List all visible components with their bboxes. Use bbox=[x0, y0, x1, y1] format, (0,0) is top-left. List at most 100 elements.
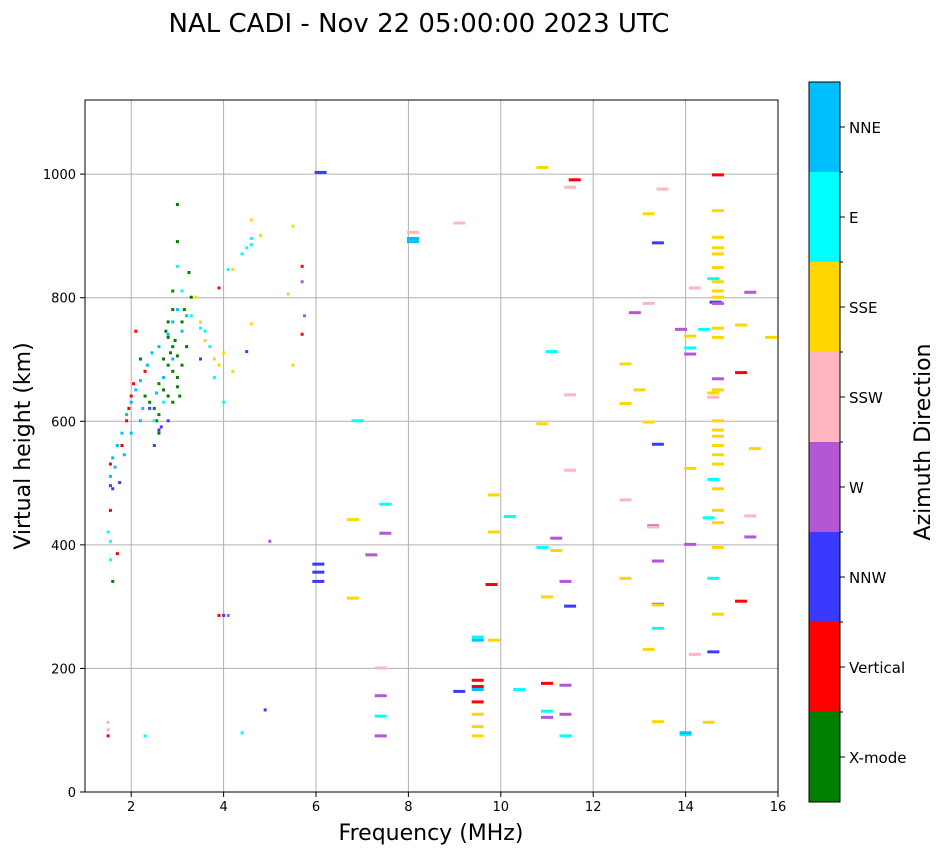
data-point-sse bbox=[711, 444, 724, 447]
data-point-x-mode bbox=[180, 320, 184, 324]
data-point-e bbox=[545, 350, 558, 354]
data-point-x-mode bbox=[157, 382, 161, 386]
data-point-x-mode bbox=[148, 400, 152, 404]
y-tick-label: 200 bbox=[51, 662, 76, 677]
data-point-nne bbox=[115, 444, 119, 447]
y-tick-label: 400 bbox=[51, 539, 76, 554]
data-point-x-mode bbox=[171, 369, 175, 373]
data-point-w bbox=[374, 734, 387, 738]
data-point-vertical bbox=[108, 462, 112, 466]
data-point-nnw bbox=[312, 562, 325, 566]
data-point-nne bbox=[138, 419, 142, 423]
data-point-sse bbox=[231, 369, 235, 373]
data-point-nne bbox=[150, 351, 154, 355]
data-point-e bbox=[108, 539, 112, 543]
data-point-sse bbox=[199, 320, 202, 324]
data-point-e bbox=[152, 419, 156, 423]
y-axis-label: Virtual height (km) bbox=[11, 342, 36, 549]
data-point-sse bbox=[711, 280, 724, 284]
data-point-x-mode bbox=[168, 351, 172, 355]
data-point-vertical bbox=[132, 382, 136, 386]
y-ticks: 0 200 400 600 800 1000 bbox=[43, 168, 85, 801]
data-point-vertical bbox=[129, 394, 133, 398]
data-point-sse bbox=[711, 326, 724, 330]
data-point-sse bbox=[286, 292, 290, 296]
data-point-vertical bbox=[300, 264, 304, 268]
data-point-sse bbox=[619, 401, 632, 405]
data-point-sse bbox=[487, 493, 500, 497]
colorbar-tick-label: Vertical bbox=[849, 659, 905, 677]
x-tick-label: 16 bbox=[770, 800, 787, 815]
data-point-sse bbox=[748, 447, 761, 451]
data-point-sse bbox=[711, 521, 724, 525]
y-tick-label: 0 bbox=[68, 786, 76, 801]
data-point-e bbox=[513, 688, 526, 692]
data-point-e bbox=[245, 246, 249, 250]
data-point-sse bbox=[203, 338, 207, 342]
data-points bbox=[106, 165, 778, 738]
data-point-vertical bbox=[217, 613, 221, 617]
data-point-ssw bbox=[106, 728, 110, 732]
data-point-e bbox=[707, 277, 720, 281]
data-point-nnw bbox=[651, 241, 664, 245]
data-point-e bbox=[698, 327, 711, 331]
data-point-nne bbox=[471, 638, 484, 642]
colorbar-frame bbox=[808, 81, 841, 803]
x-tick-label: 4 bbox=[219, 800, 227, 815]
data-point-nne bbox=[108, 474, 112, 478]
data-point-x-mode bbox=[171, 308, 175, 312]
x-tick-label: 12 bbox=[585, 800, 602, 815]
data-point-x-mode bbox=[166, 394, 170, 398]
data-point-x-mode bbox=[171, 400, 175, 404]
data-point-nne bbox=[162, 376, 166, 380]
data-point-vertical bbox=[735, 599, 748, 603]
data-point-e bbox=[212, 376, 216, 380]
data-point-e bbox=[541, 709, 553, 713]
data-point-e bbox=[684, 346, 697, 350]
data-point-e bbox=[189, 314, 193, 318]
data-point-sse bbox=[642, 647, 655, 651]
data-point-vertical bbox=[108, 508, 112, 512]
data-point-sse bbox=[702, 720, 715, 724]
data-point-nnw bbox=[148, 406, 152, 410]
data-point-nnw bbox=[152, 444, 156, 447]
data-point-nnw bbox=[199, 357, 202, 361]
data-point-sse bbox=[711, 508, 724, 512]
data-point-sse bbox=[536, 165, 549, 169]
chart-title: NAL CADI - Nov 22 05:00:00 2023 UTC bbox=[169, 9, 670, 39]
data-point-sse bbox=[765, 335, 778, 339]
data-point-e bbox=[175, 264, 179, 268]
data-point-w bbox=[744, 535, 757, 539]
data-point-sse bbox=[249, 218, 253, 222]
data-point-w bbox=[651, 559, 664, 563]
data-point-x-mode bbox=[162, 388, 166, 392]
data-point-sse bbox=[222, 351, 226, 355]
data-point-ssw bbox=[707, 395, 720, 399]
data-point-w bbox=[559, 712, 572, 716]
data-point-e bbox=[249, 243, 253, 247]
data-point-nne bbox=[138, 379, 142, 383]
data-point-nne bbox=[180, 329, 184, 333]
data-point-sse bbox=[471, 725, 484, 729]
colorbar-tick-label: NNE bbox=[849, 119, 881, 137]
data-point-x-mode bbox=[166, 335, 170, 339]
data-point-sse bbox=[471, 734, 484, 738]
data-point-sse bbox=[711, 612, 724, 616]
data-point-ssw bbox=[453, 221, 466, 225]
data-point-nne bbox=[113, 465, 117, 469]
data-point-x-mode bbox=[171, 289, 175, 293]
data-point-e bbox=[199, 326, 202, 330]
data-point-x-mode bbox=[171, 345, 175, 349]
data-point-w bbox=[674, 327, 687, 331]
data-point-sse bbox=[711, 428, 724, 432]
data-point-x-mode bbox=[175, 385, 179, 389]
data-point-e bbox=[536, 545, 549, 549]
data-point-ssw bbox=[642, 301, 655, 305]
data-point-w bbox=[268, 539, 272, 543]
data-point-sse bbox=[711, 545, 724, 549]
colorbar: X-mode Vertical NNW W SSW SSE E NNE bbox=[809, 82, 906, 802]
data-point-nnw bbox=[166, 419, 170, 423]
data-point-vertical bbox=[217, 286, 221, 290]
data-point-nnw bbox=[651, 442, 664, 446]
